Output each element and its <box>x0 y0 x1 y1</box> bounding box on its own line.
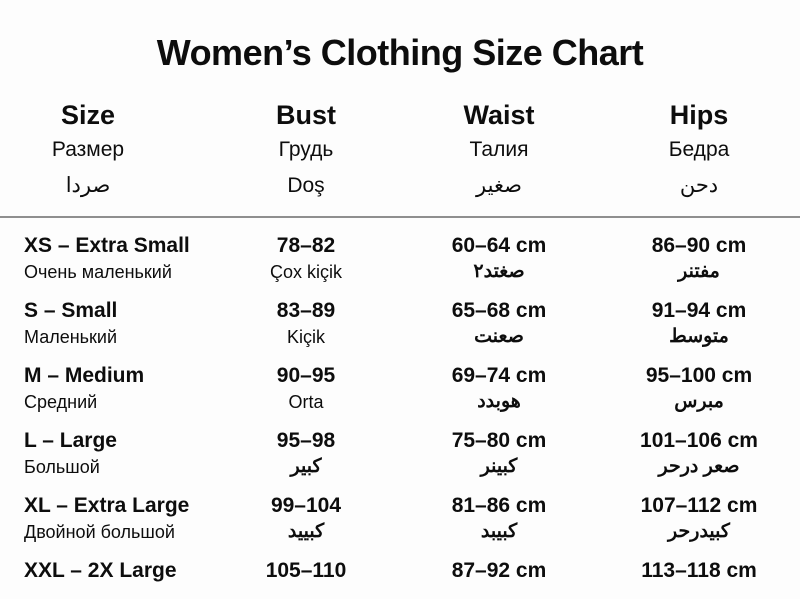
hips-value: 113–118 cm <box>641 559 757 582</box>
cell-hips: 86–90 cm مفتنر <box>598 232 800 285</box>
bust-sub-label: Çox kiçik <box>269 262 342 282</box>
hips-sub-label: كبيدرحر <box>668 521 730 542</box>
size-sub-label: Маленький <box>24 327 118 347</box>
cell-bust: 99–104 كبييد <box>212 492 400 545</box>
cell-size: XL – Extra Large Двойной большой <box>0 492 212 545</box>
cell-size: XXL – 2X Large <box>0 557 212 584</box>
page-title: Women’s Clothing Size Chart <box>156 32 644 73</box>
cell-hips: 101–106 cm صعر درحر <box>598 427 800 480</box>
waist-value: 69–74 cm <box>451 364 547 387</box>
header-size-ru: Размер <box>51 138 125 161</box>
header-size-en: Size <box>60 100 116 130</box>
cell-hips: 91–94 cm متوسط <box>598 297 800 350</box>
bust-value: 105–110 <box>265 559 347 582</box>
cell-bust: 90–95 Orta <box>212 362 400 415</box>
table-row-s: S – Small Маленький 83–89 Kiçik 65–68 cm… <box>0 289 800 354</box>
size-label: L – Large <box>24 429 117 452</box>
cell-hips: 107–112 cm كبيدرحر <box>598 492 800 545</box>
header-bust: Bust Грудь Doş <box>212 98 400 204</box>
bust-value: 90–95 <box>276 364 336 387</box>
size-chart-page: Women’s Clothing Size Chart Size Размер … <box>0 32 800 599</box>
size-sub-label: Средний <box>24 392 98 412</box>
waist-value: 65–68 cm <box>451 299 547 322</box>
table-row-l: L – Large Большой 95–98 كبير 75–80 cm كب… <box>0 419 800 484</box>
cell-waist: 65–68 cm صعنت <box>400 297 598 350</box>
waist-sub-label: هوبدد <box>477 391 521 412</box>
header-bust-en: Bust <box>276 100 336 130</box>
waist-sub-label: صعنت <box>474 326 524 347</box>
hips-value: 86–90 cm <box>651 234 747 257</box>
header-bust-ar: Doş <box>287 174 325 197</box>
header-size-ar: صردا <box>65 174 111 197</box>
waist-sub-label: كبينر <box>480 456 518 477</box>
cell-waist: 75–80 cm كبينر <box>400 427 598 480</box>
header-waist: Waist Талия صغير <box>400 98 598 204</box>
bust-value: 83–89 <box>276 299 336 322</box>
cell-hips: 95–100 cm مبرس <box>598 362 800 415</box>
hips-value: 101–106 cm <box>640 429 758 452</box>
size-label: XL – Extra Large <box>24 494 190 517</box>
waist-value: 81–86 cm <box>451 494 547 517</box>
header-hips-ru: Бедра <box>668 138 730 161</box>
header-hips: Hips Бедра دحن <box>598 98 800 204</box>
bust-sub-label: كبير <box>290 456 322 477</box>
hips-value: 107–112 cm <box>640 494 758 517</box>
header-hips-en: Hips <box>669 100 729 130</box>
header-size: Size Размер صردا <box>0 98 212 204</box>
header-bust-ru: Грудь <box>278 138 334 161</box>
bust-sub-label: Orta <box>288 392 324 412</box>
waist-value: 60–64 cm <box>451 234 547 257</box>
bust-value: 95–98 <box>276 429 336 452</box>
table-body: XS – Extra Small Очень маленький 78–82 Ç… <box>0 224 800 599</box>
bust-sub-label: كبييد <box>287 521 325 542</box>
hips-value: 91–94 cm <box>651 299 747 322</box>
waist-value: 75–80 cm <box>451 429 547 452</box>
size-sub-label: Большой <box>24 457 100 477</box>
bust-value: 99–104 <box>270 494 342 517</box>
waist-sub-label: كبيبد <box>480 521 518 542</box>
cell-bust: 78–82 Çox kiçik <box>212 232 400 285</box>
cell-size: S – Small Маленький <box>0 297 212 350</box>
header-waist-ru: Талия <box>469 138 529 161</box>
table-row-m: M – Medium Средний 90–95 Orta 69–74 cm ه… <box>0 354 800 419</box>
cell-bust: 95–98 كبير <box>212 427 400 480</box>
size-sub-label: Двойной большой <box>24 522 175 542</box>
bust-sub-label: Kiçik <box>286 327 325 347</box>
waist-sub-label: صغتد٢ <box>473 261 525 282</box>
size-label: XXL – 2X Large <box>24 559 177 582</box>
bust-value: 78–82 <box>276 234 336 257</box>
cell-bust: 105–110 <box>212 557 400 584</box>
cell-size: M – Medium Средний <box>0 362 212 415</box>
hips-sub-label: مفتنر <box>678 261 720 282</box>
header-divider <box>0 216 800 218</box>
hips-value: 95–100 cm <box>645 364 753 387</box>
header-waist-ar: صغير <box>476 174 522 197</box>
cell-size: XS – Extra Small Очень маленький <box>0 232 212 285</box>
cell-waist: 87–92 cm <box>400 557 598 584</box>
table-row-xs: XS – Extra Small Очень маленький 78–82 Ç… <box>0 224 800 289</box>
header-waist-en: Waist <box>463 100 535 130</box>
header-hips-ar: دحن <box>679 174 719 197</box>
cell-size: L – Large Большой <box>0 427 212 480</box>
cell-waist: 60–64 cm صغتد٢ <box>400 232 598 285</box>
cell-hips: 113–118 cm <box>598 557 800 584</box>
hips-sub-label: مبرس <box>674 391 724 412</box>
cell-bust: 83–89 Kiçik <box>212 297 400 350</box>
size-sub-label: Очень маленький <box>24 262 172 282</box>
cell-waist: 69–74 cm هوبدد <box>400 362 598 415</box>
hips-sub-label: صعر درحر <box>658 456 740 477</box>
table-row-xxl: XXL – 2X Large 105–110 87–92 cm 113–118 … <box>0 549 800 599</box>
table-header-row: Size Размер صردا Bust Грудь Doş Waist Та… <box>0 98 800 204</box>
size-label: S – Small <box>24 299 118 322</box>
table-row-xl: XL – Extra Large Двойной большой 99–104 … <box>0 484 800 549</box>
size-label: XS – Extra Small <box>24 234 190 257</box>
hips-sub-label: متوسط <box>669 326 729 347</box>
cell-waist: 81–86 cm كبيبد <box>400 492 598 545</box>
size-label: M – Medium <box>24 364 145 387</box>
waist-value: 87–92 cm <box>451 559 547 582</box>
